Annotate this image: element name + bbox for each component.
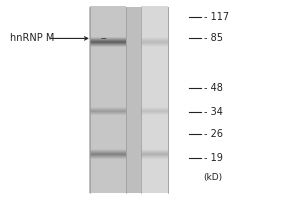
Text: - 34: - 34 xyxy=(204,107,223,117)
Text: hnRNP M: hnRNP M xyxy=(10,33,54,43)
Text: - 26: - 26 xyxy=(204,129,223,139)
Text: --: -- xyxy=(101,34,107,43)
Text: - 85: - 85 xyxy=(204,33,223,43)
Text: - 19: - 19 xyxy=(204,153,223,163)
Text: (kD): (kD) xyxy=(204,173,223,182)
Bar xyxy=(89,7,170,193)
Text: - 117: - 117 xyxy=(204,12,229,22)
Text: - 48: - 48 xyxy=(204,83,223,93)
